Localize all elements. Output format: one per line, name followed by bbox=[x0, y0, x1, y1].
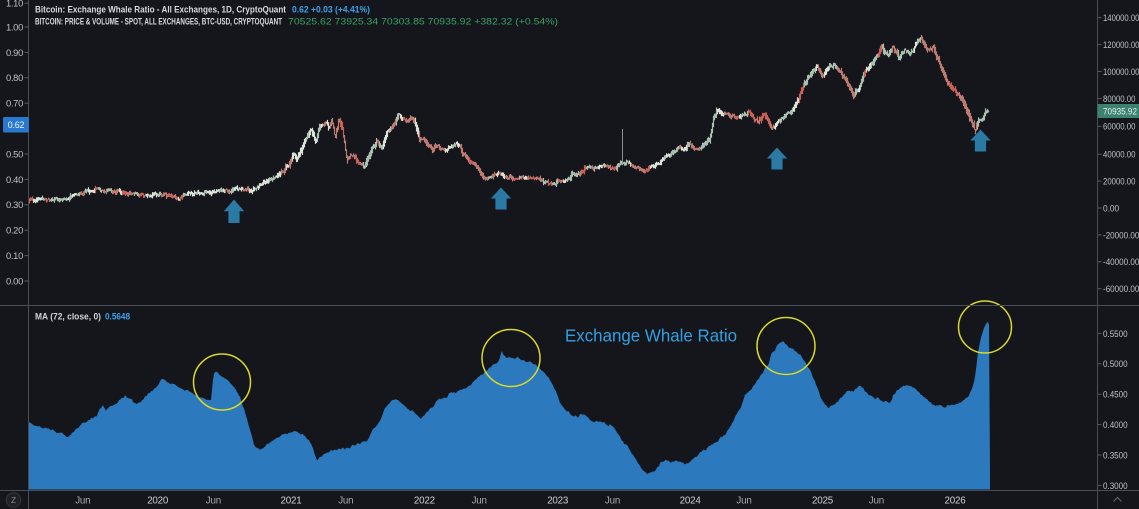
svg-text:0.5648: 0.5648 bbox=[105, 311, 130, 322]
svg-text:20000.00: 20000.00 bbox=[1103, 177, 1135, 188]
svg-text:Z: Z bbox=[11, 495, 16, 505]
svg-text:0.4000: 0.4000 bbox=[1103, 420, 1128, 431]
svg-text:0.00: 0.00 bbox=[6, 275, 23, 286]
svg-text:Jun: Jun bbox=[206, 496, 221, 507]
svg-text:0.90: 0.90 bbox=[6, 47, 23, 58]
svg-text:0.3500: 0.3500 bbox=[1103, 450, 1128, 461]
svg-text:-40000.00: -40000.00 bbox=[1103, 257, 1139, 268]
svg-text:0.5500: 0.5500 bbox=[1103, 329, 1128, 340]
svg-text:Jun: Jun bbox=[338, 496, 353, 507]
svg-text:70935.92: 70935.92 bbox=[1103, 106, 1137, 117]
svg-text:100000.00: 100000.00 bbox=[1103, 67, 1139, 78]
svg-text:2023: 2023 bbox=[547, 496, 569, 507]
svg-text:0.5000: 0.5000 bbox=[1103, 359, 1128, 370]
svg-text:1.10: 1.10 bbox=[6, 0, 23, 9]
svg-text:Bitcoin: Exchange Whale Ratio: Bitcoin: Exchange Whale Ratio - All Exch… bbox=[35, 4, 286, 15]
svg-text:0.10: 0.10 bbox=[6, 250, 23, 261]
svg-text:Exchange Whale Ratio: Exchange Whale Ratio bbox=[565, 326, 737, 346]
svg-text:0.62: 0.62 bbox=[8, 120, 25, 130]
svg-text:0.20: 0.20 bbox=[6, 225, 23, 236]
svg-text:0.70: 0.70 bbox=[6, 98, 23, 109]
svg-text:2026: 2026 bbox=[945, 496, 967, 507]
svg-text:2025: 2025 bbox=[812, 496, 834, 507]
svg-text:2020: 2020 bbox=[147, 496, 169, 507]
svg-text:MA (72, close, 0): MA (72, close, 0) bbox=[35, 311, 101, 322]
svg-text:-20000.00: -20000.00 bbox=[1103, 230, 1139, 241]
svg-text:0.30: 0.30 bbox=[6, 199, 23, 210]
svg-text:2022: 2022 bbox=[414, 496, 435, 507]
svg-text:2021: 2021 bbox=[281, 496, 302, 507]
svg-text:80000.00: 80000.00 bbox=[1103, 94, 1135, 105]
svg-text:70525.62 73925.34 70303.85: 70525.62 73925.34 70303.85 70935.92 +382… bbox=[288, 16, 558, 26]
svg-text:Jun: Jun bbox=[869, 496, 884, 507]
svg-text:40000.00: 40000.00 bbox=[1103, 150, 1135, 161]
svg-text:Jun: Jun bbox=[736, 496, 751, 507]
svg-text:2024: 2024 bbox=[680, 496, 702, 507]
svg-text:0.00: 0.00 bbox=[1103, 203, 1119, 214]
svg-text:0.50: 0.50 bbox=[6, 148, 23, 159]
svg-text:0.4500: 0.4500 bbox=[1103, 390, 1128, 401]
svg-text:0.40: 0.40 bbox=[6, 174, 23, 185]
svg-text:60000.00: 60000.00 bbox=[1103, 122, 1135, 133]
svg-text:0.80: 0.80 bbox=[6, 72, 23, 83]
svg-text:1.00: 1.00 bbox=[6, 21, 23, 32]
svg-text:120000.00: 120000.00 bbox=[1103, 40, 1139, 51]
svg-text:Jun: Jun bbox=[75, 496, 90, 507]
svg-text:-60000.00: -60000.00 bbox=[1103, 284, 1139, 295]
svg-text:0.62 +0.03 (+4.41%): 0.62 +0.03 (+4.41%) bbox=[292, 4, 370, 15]
svg-text:BITCOIN: PRICE & VOLUME - SPOT: BITCOIN: PRICE & VOLUME - SPOT, ALL EXCH… bbox=[35, 16, 282, 26]
svg-text:Jun: Jun bbox=[472, 496, 487, 507]
svg-text:140000.00: 140000.00 bbox=[1103, 13, 1139, 24]
svg-text:Jun: Jun bbox=[605, 496, 620, 507]
svg-text:0.3000: 0.3000 bbox=[1103, 481, 1128, 492]
